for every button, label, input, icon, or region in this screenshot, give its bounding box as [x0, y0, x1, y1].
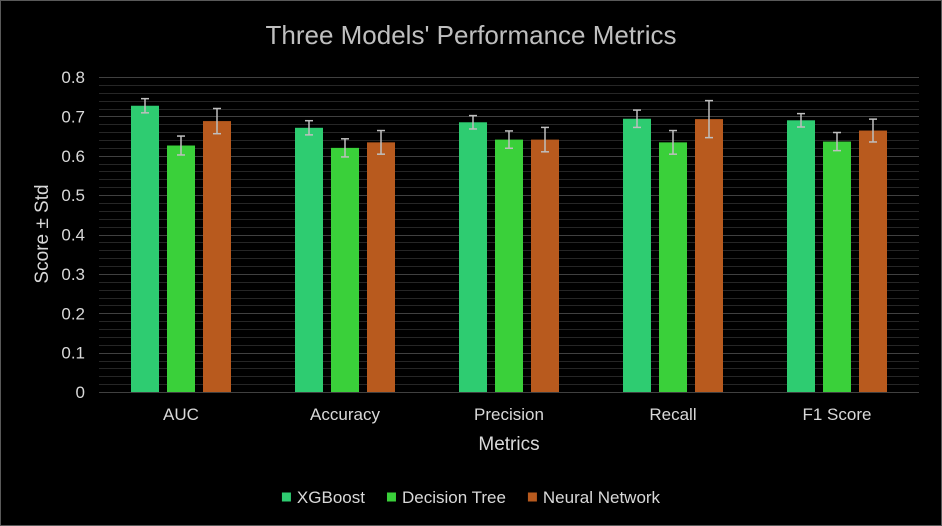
bar: [459, 122, 487, 392]
bar: [295, 127, 323, 392]
y-tick-label: 0.7: [61, 107, 85, 126]
y-tick-label: 0: [76, 383, 85, 402]
y-tick-label: 0.2: [61, 304, 85, 323]
x-axis-title: Metrics: [478, 434, 539, 455]
y-tick-label: 0.4: [61, 226, 85, 245]
error-bar: [469, 114, 477, 130]
bar: [495, 139, 523, 392]
error-bars: [141, 97, 877, 158]
bar: [787, 120, 815, 392]
y-tick-label: 0.3: [61, 265, 85, 284]
error-bar: [505, 130, 513, 150]
y-axis-title: Score ± Std: [32, 184, 53, 283]
error-bar: [833, 131, 841, 152]
x-tick-label: Accuracy: [310, 405, 380, 424]
legend-swatch: [281, 492, 291, 502]
legend-label: Decision Tree: [402, 488, 506, 507]
error-bar: [669, 129, 677, 155]
x-tick-label: Precision: [474, 405, 544, 424]
x-tick-label: Recall: [649, 405, 696, 424]
bars: [131, 105, 887, 393]
error-bar: [377, 129, 385, 155]
legend-label: Neural Network: [543, 488, 661, 507]
error-bar: [705, 99, 713, 139]
error-bar: [177, 135, 185, 156]
error-bar: [869, 118, 877, 143]
y-tick-label: 0.8: [61, 68, 85, 87]
bar: [695, 119, 723, 392]
error-bar: [797, 112, 805, 128]
bar: [203, 121, 231, 392]
y-tick-label: 0.1: [61, 344, 85, 363]
bar: [167, 145, 195, 392]
error-bar: [213, 107, 221, 135]
y-axis-ticks: 0 0.1 0.2 0.3 0.4 0.5 0.6 0.7 0.8: [61, 68, 85, 402]
bar: [659, 142, 687, 392]
error-bar: [341, 138, 349, 158]
chart-title: Three Models' Performance Metrics: [266, 20, 677, 50]
legend: XGBoost Decision Tree Neural Network: [281, 488, 661, 507]
x-axis-ticks: AUC Accuracy Precision Recall F1 Score: [163, 405, 871, 424]
legend-swatch: [527, 492, 537, 502]
y-tick-label: 0.6: [61, 147, 85, 166]
error-bar: [541, 126, 549, 153]
bar: [531, 139, 559, 392]
error-bar: [141, 97, 149, 114]
error-bar: [633, 109, 641, 129]
x-tick-label: F1 Score: [803, 405, 872, 424]
error-bar: [305, 119, 313, 136]
bar: [331, 147, 359, 392]
bar: [823, 141, 851, 392]
legend-swatch: [386, 492, 396, 502]
x-tick-label: AUC: [163, 405, 199, 424]
bar: [367, 142, 395, 392]
bar: [623, 118, 651, 393]
bar: [859, 130, 887, 393]
legend-label: XGBoost: [297, 488, 365, 507]
bar: [131, 105, 159, 393]
y-tick-label: 0.5: [61, 186, 85, 205]
